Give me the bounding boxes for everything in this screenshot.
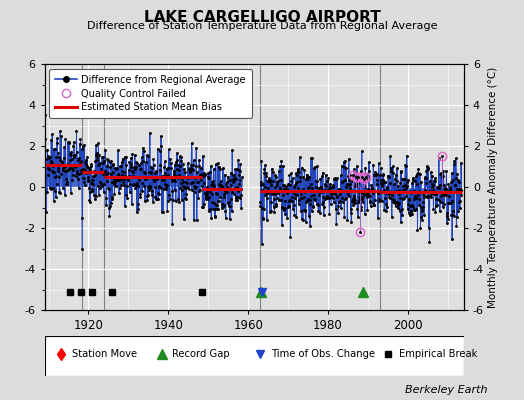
Text: Record Gap: Record Gap [172,349,230,359]
Text: Time of Obs. Change: Time of Obs. Change [271,349,375,359]
Text: Empirical Break: Empirical Break [399,349,477,359]
Text: LAKE CARGELLIGO AIRPORT: LAKE CARGELLIGO AIRPORT [144,10,380,25]
Y-axis label: Monthly Temperature Anomaly Difference (°C): Monthly Temperature Anomaly Difference (… [488,66,498,308]
Text: Station Move: Station Move [72,349,137,359]
Text: Difference of Station Temperature Data from Regional Average: Difference of Station Temperature Data f… [87,21,437,31]
Text: Berkeley Earth: Berkeley Earth [405,385,487,395]
Legend: Difference from Regional Average, Quality Control Failed, Estimated Station Mean: Difference from Regional Average, Qualit… [49,69,252,118]
